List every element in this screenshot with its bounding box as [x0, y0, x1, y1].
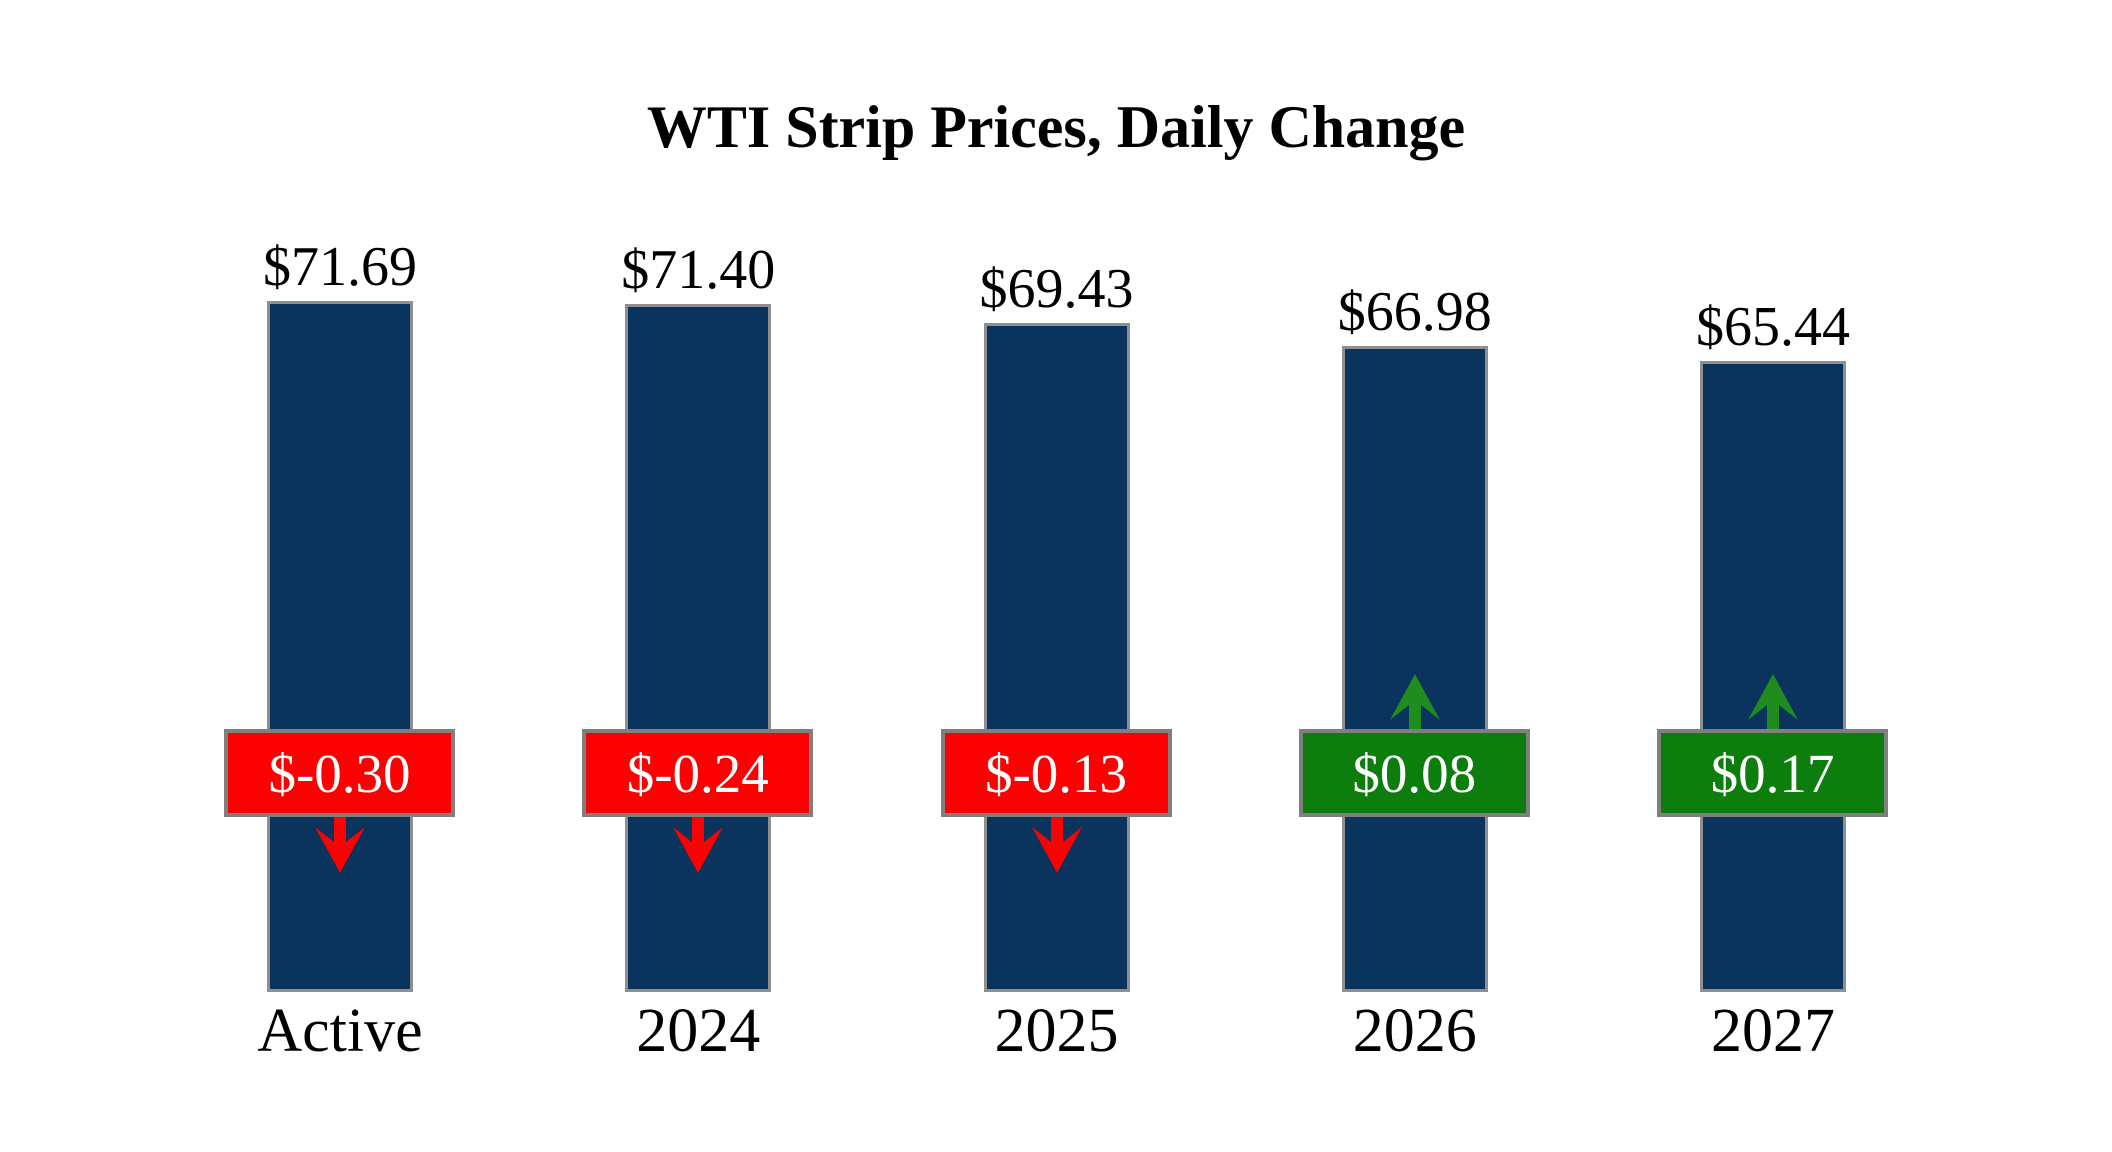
bar-group: $71.40 $-0.24 2024 [580, 0, 816, 1152]
change-badge: $0.17 [1657, 729, 1888, 817]
bar [625, 303, 772, 992]
bar-value-label: $66.98 [1337, 281, 1492, 344]
change-badge-label: $0.17 [1710, 742, 1835, 804]
bar-value-label: $71.69 [263, 235, 417, 298]
category-label: 2026 [1352, 997, 1477, 1065]
bar [983, 322, 1130, 992]
change-badge-label: $-0.24 [626, 742, 769, 804]
bar-group: $66.98 $0.08 2026 [1297, 0, 1533, 1152]
bar-value-label: $71.40 [621, 238, 776, 301]
down-arrow-icon [1031, 815, 1082, 873]
category-label: 2025 [994, 997, 1119, 1065]
change-badge: $-0.24 [582, 729, 814, 817]
bar-group: $65.44 $0.17 2027 [1655, 0, 1891, 1152]
up-arrow-icon [1389, 674, 1440, 732]
bar [1341, 346, 1488, 992]
change-badge-label: $-0.30 [268, 742, 411, 804]
up-arrow-icon [1748, 674, 1798, 732]
bar-value-label: $69.43 [979, 257, 1134, 320]
bar-group: $69.43 $-0.13 2025 [939, 0, 1175, 1152]
change-badge-label: $0.08 [1352, 742, 1477, 804]
bar [267, 300, 413, 992]
change-badge: $0.08 [1298, 729, 1530, 817]
bar-group: $71.69 $-0.30 Active [222, 0, 458, 1152]
category-label: Active [257, 997, 423, 1065]
change-badge-label: $-0.13 [984, 742, 1128, 804]
down-arrow-icon [315, 815, 365, 873]
bar-value-label: $65.44 [1696, 296, 1850, 359]
category-label: 2024 [636, 997, 761, 1065]
down-arrow-icon [673, 815, 724, 873]
change-badge: $-0.30 [224, 729, 455, 817]
change-badge: $-0.13 [940, 729, 1172, 817]
chart-title: WTI Strip Prices, Daily Change [646, 94, 1466, 160]
category-label: 2027 [1711, 997, 1835, 1065]
